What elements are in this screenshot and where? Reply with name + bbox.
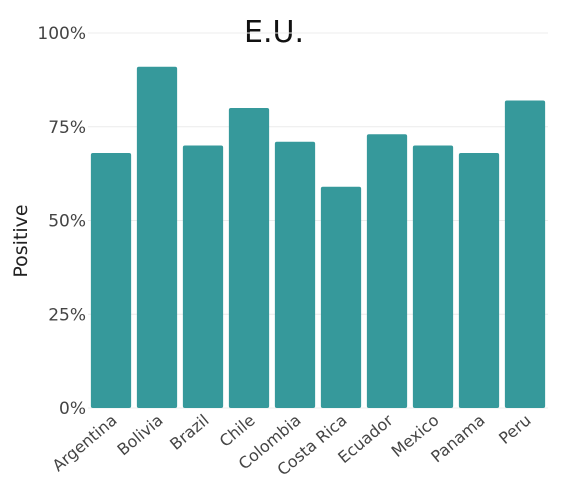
y-tick-label: 75% [48,118,86,138]
x-tick-label: Peru [495,411,535,448]
bar-bolivia [136,66,178,408]
bar-mexico [412,145,454,408]
x-tick-label: Argentina [49,411,121,476]
bar-costa-rica [320,186,362,408]
y-tick-label: 25% [48,305,86,325]
x-tick-label: Brazil [166,411,212,454]
bar-panama [458,153,500,408]
y-axis-ticks: 0% 25% 50% 75% 100% [37,24,86,419]
bar-ecuador [366,134,408,408]
bar-peru [504,100,546,408]
y-tick-label: 50% [48,212,86,232]
y-tick-label: 100% [37,24,86,44]
bars [90,66,546,408]
x-tick-label: Bolivia [113,411,166,460]
y-tick-label: 0% [59,399,86,419]
bar-chile [228,108,270,408]
bar-colombia [274,141,316,408]
bar-brazil [182,145,224,408]
bar-argentina [90,153,132,408]
y-axis-label: Positive [10,204,32,277]
